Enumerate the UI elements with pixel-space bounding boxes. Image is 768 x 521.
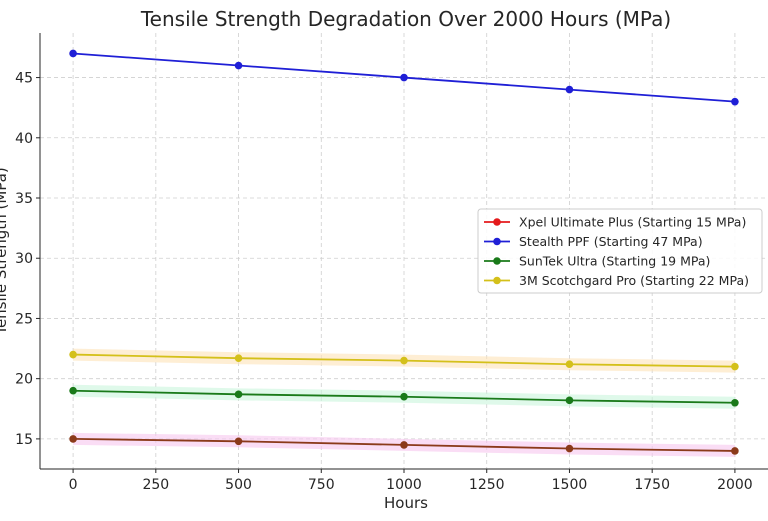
x-tick-label: 1750 bbox=[634, 477, 670, 493]
y-tick-label: 35 bbox=[15, 191, 33, 207]
data-point bbox=[234, 390, 243, 399]
legend-swatch-marker bbox=[493, 237, 501, 246]
legend-label: SunTek Ultra (Starting 19 MPa) bbox=[519, 254, 710, 269]
data-point bbox=[565, 444, 574, 453]
legend-swatch-marker bbox=[493, 257, 501, 265]
y-tick-label: 15 bbox=[15, 432, 33, 448]
data-point bbox=[400, 392, 408, 401]
x-tick-label: 1500 bbox=[552, 477, 588, 493]
data-point bbox=[400, 73, 408, 82]
legend-label: Xpel Ultimate Plus (Starting 15 MPa) bbox=[519, 215, 746, 230]
data-point bbox=[400, 356, 408, 365]
x-tick-label: 0 bbox=[69, 477, 78, 493]
data-point bbox=[565, 396, 574, 405]
x-tick-label: 250 bbox=[142, 477, 169, 493]
legend-box bbox=[477, 208, 763, 294]
x-tick-label: 2000 bbox=[717, 477, 753, 493]
data-point bbox=[234, 437, 243, 446]
data-point bbox=[69, 49, 77, 58]
legend-swatch-marker bbox=[493, 276, 501, 285]
x-tick-label: 500 bbox=[225, 477, 252, 493]
y-tick-label: 20 bbox=[15, 372, 33, 388]
data-point bbox=[565, 360, 574, 369]
data-point bbox=[400, 441, 408, 449]
x-axis-ticks: 0 250 500 750 1000 1250 1500 1750 2000 bbox=[69, 469, 753, 493]
x-tick-label: 1000 bbox=[386, 477, 422, 493]
data-point bbox=[234, 354, 243, 362]
data-point bbox=[731, 398, 739, 407]
data-point bbox=[69, 386, 77, 395]
y-tick-label: 30 bbox=[15, 251, 33, 267]
y-tick-label: 45 bbox=[15, 71, 33, 87]
y-axis-label: Tensile Strength (MPa) bbox=[0, 167, 10, 335]
legend-label: 3M Scotchgard Pro (Starting 22 MPa) bbox=[519, 273, 749, 288]
series-points bbox=[69, 49, 739, 455]
y-axis-ticks: 15 20 25 30 35 40 45 bbox=[15, 71, 40, 448]
x-axis-label: Hours bbox=[384, 494, 428, 512]
y-tick-label: 40 bbox=[15, 131, 33, 147]
legend: Xpel Ultimate Plus (Starting 15 MPa) Stea… bbox=[477, 208, 763, 294]
data-point bbox=[731, 362, 739, 371]
data-point bbox=[69, 435, 77, 443]
data-point bbox=[565, 85, 574, 94]
data-point bbox=[731, 97, 739, 106]
legend-swatch-marker bbox=[493, 218, 501, 226]
data-point bbox=[731, 447, 739, 455]
x-tick-label: 1250 bbox=[469, 477, 505, 493]
y-tick-label: 25 bbox=[15, 311, 33, 327]
chart-title: Tensile Strength Degradation Over 2000 H… bbox=[140, 7, 671, 31]
data-point bbox=[234, 61, 243, 70]
x-tick-label: 750 bbox=[308, 477, 335, 493]
legend-label: Stealth PPF (Starting 47 MPa) bbox=[519, 234, 703, 249]
data-point bbox=[69, 350, 77, 359]
